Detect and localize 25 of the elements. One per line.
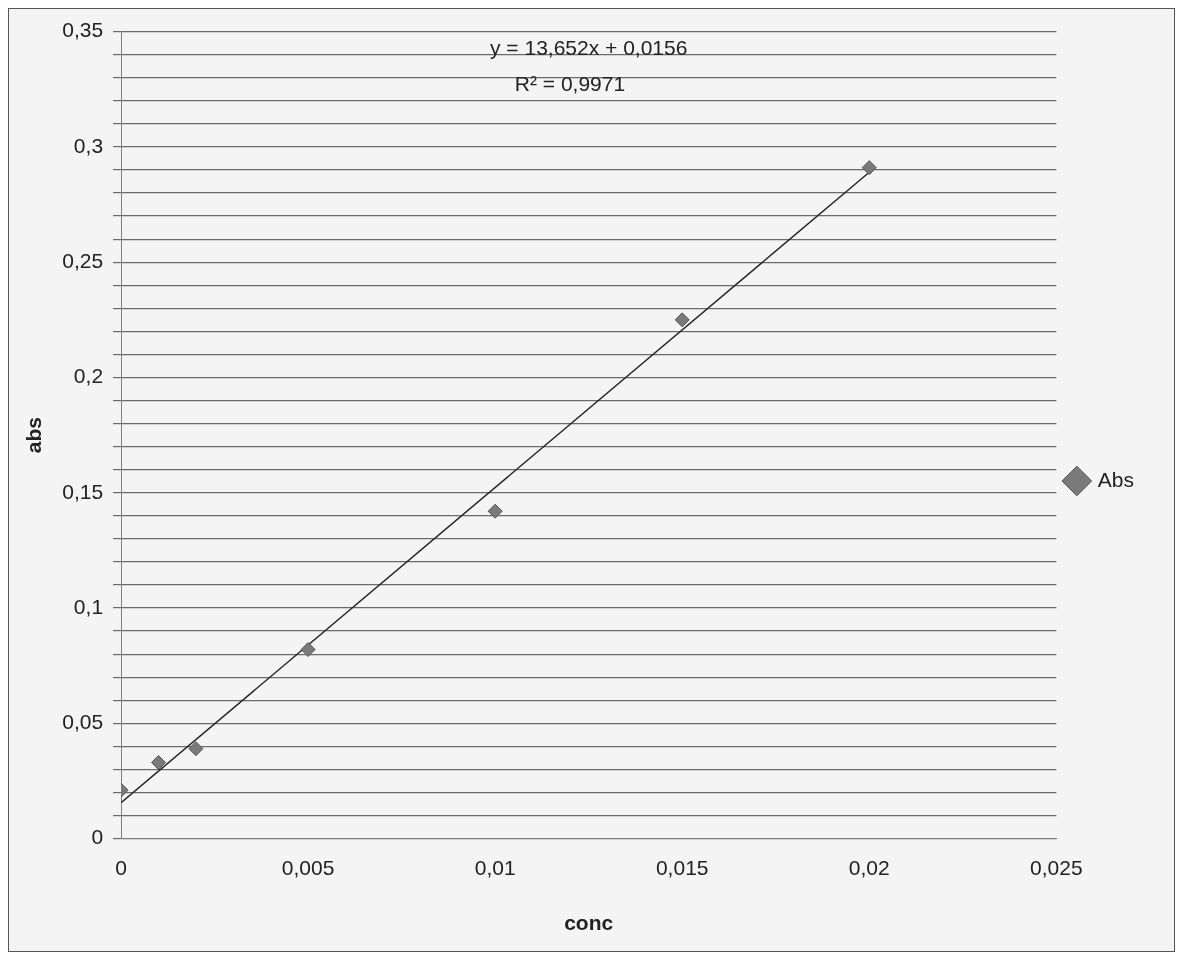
x-tick-label: 0,015 xyxy=(655,856,709,879)
annotation: R² = 0,9971 xyxy=(514,72,626,96)
y-tick-label: 0,3 xyxy=(73,133,104,157)
x-tick-label: 0 xyxy=(115,856,127,879)
x-tick-label: 0,025 xyxy=(1030,856,1083,879)
y-axis-title: abs xyxy=(22,417,46,454)
annotation: y = 13,652x + 0,0156 xyxy=(490,36,688,60)
y-tick-label: 0,35 xyxy=(62,18,104,42)
y-tick-label: 0,1 xyxy=(73,594,104,618)
point xyxy=(188,741,204,757)
legend-label: Abs xyxy=(1097,467,1134,491)
x-axis-title: conc xyxy=(564,911,614,935)
point xyxy=(487,503,503,519)
y-tick-label: 0,25 xyxy=(62,248,104,272)
point xyxy=(861,160,877,176)
y-tick-label: 0 xyxy=(91,825,104,849)
x-tick-label: 0,02 xyxy=(848,856,890,879)
y-tick-label: 0,15 xyxy=(62,479,104,503)
y-tick-label: 0,2 xyxy=(73,364,104,388)
point xyxy=(150,755,166,771)
point xyxy=(300,642,316,658)
point xyxy=(674,312,690,328)
y-tick-label: 0,05 xyxy=(62,710,104,734)
x-tick-label: 0,005 xyxy=(281,856,335,879)
x-tick-label: 0,01 xyxy=(474,856,516,879)
